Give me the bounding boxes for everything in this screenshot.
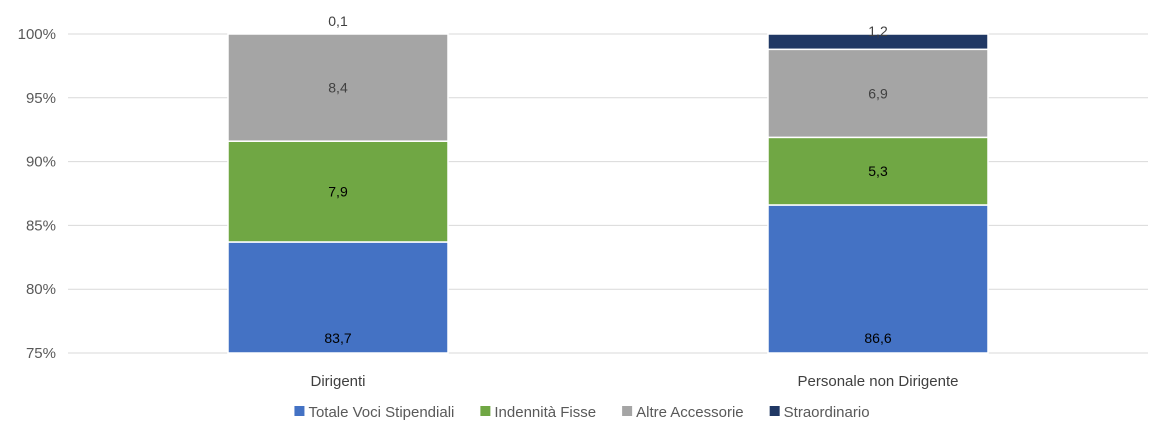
data-label-personale-non-dirigente-altre-accessorie: 6,9 bbox=[868, 85, 888, 101]
bar-personale-non-dirigente-altre-accessorie bbox=[767, 48, 989, 139]
x-axis-category-labels: Dirigenti Personale non Dirigente bbox=[310, 373, 958, 390]
data-label-personale-non-dirigente-totale-voci-stipendiali: 86,6 bbox=[864, 330, 891, 346]
bar-dirigenti-totale-voci-stipendiali bbox=[227, 241, 449, 354]
legend-item-indennita-fisse: Indennità Fisse bbox=[480, 404, 596, 421]
bars bbox=[227, 33, 989, 354]
legend-swatch bbox=[480, 406, 491, 416]
data-label-dirigenti-totale-voci-stipendiali: 83,7 bbox=[324, 330, 351, 346]
y-tick-label: 85% bbox=[26, 217, 56, 234]
bar-personale-non-dirigente-indennita-fisse bbox=[767, 136, 989, 206]
bar-personale-non-dirigente-straordinario bbox=[767, 33, 989, 51]
x-category-label: Dirigenti bbox=[310, 373, 365, 390]
legend-swatch bbox=[622, 406, 633, 416]
y-axis-tick-labels: 75% 80% 85% 90% 95% 100% bbox=[18, 26, 56, 362]
y-tick-label: 80% bbox=[26, 281, 56, 298]
data-label-personale-non-dirigente-indennita-fisse: 5,3 bbox=[868, 163, 888, 179]
x-category-label: Personale non Dirigente bbox=[798, 373, 959, 390]
legend-label: Altre Accessorie bbox=[636, 404, 744, 421]
legend-swatch bbox=[294, 406, 305, 416]
legend-item-totale-voci-stipendiali: Totale Voci Stipendiali bbox=[294, 404, 454, 421]
legend-item-altre-accessorie: Altre Accessorie bbox=[622, 404, 744, 421]
data-label-dirigenti-altre-accessorie: 8,4 bbox=[328, 80, 348, 96]
legend-swatch bbox=[769, 406, 780, 416]
legend-label: Straordinario bbox=[784, 404, 870, 421]
data-label-dirigenti-indennita-fisse: 7,9 bbox=[328, 184, 348, 200]
y-tick-label: 90% bbox=[26, 154, 56, 171]
y-tick-label: 100% bbox=[18, 26, 56, 43]
data-labels: 83,7 7,9 8,4 0,1 86,6 5,3 6,9 1,2 bbox=[324, 13, 891, 346]
y-tick-label: 75% bbox=[26, 345, 56, 362]
data-label-dirigenti-straordinario: 0,1 bbox=[328, 13, 348, 29]
y-tick-label: 95% bbox=[26, 90, 56, 107]
bar-dirigenti-indennita-fisse bbox=[227, 140, 449, 243]
legend-label: Indennità Fisse bbox=[494, 404, 596, 421]
bar-dirigenti-altre-accessorie bbox=[227, 33, 449, 142]
legend-label: Totale Voci Stipendiali bbox=[308, 404, 454, 421]
data-label-personale-non-dirigente-straordinario: 1,2 bbox=[868, 23, 888, 39]
legend: Totale Voci Stipendiali Indennità Fisse Al… bbox=[294, 404, 870, 421]
legend-item-straordinario: Straordinario bbox=[769, 404, 870, 421]
